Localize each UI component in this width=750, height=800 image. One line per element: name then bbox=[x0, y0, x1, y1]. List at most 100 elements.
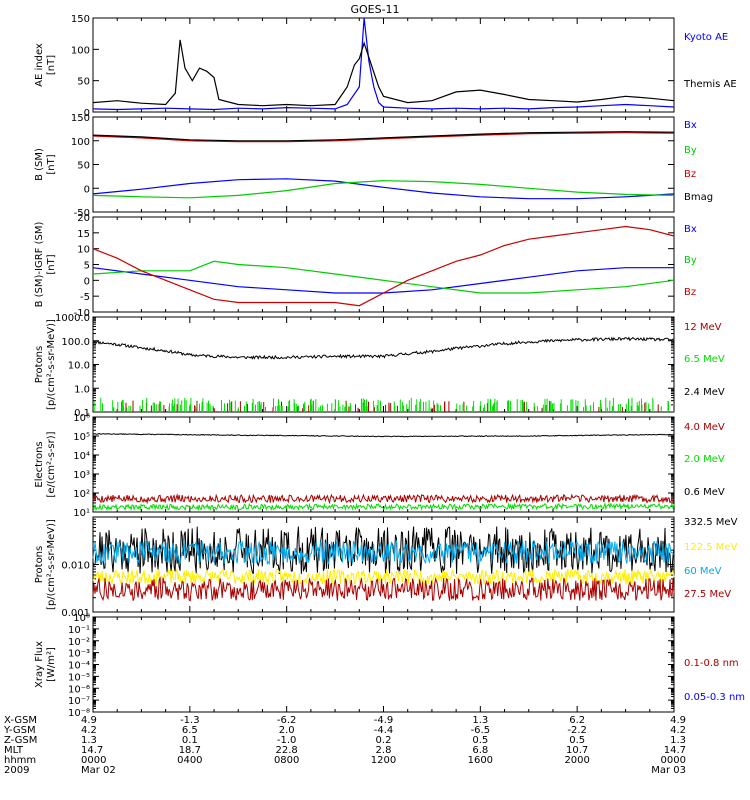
legend-entry: By bbox=[684, 255, 697, 266]
ephemeris-value: 0800 bbox=[274, 755, 299, 766]
ephemeris-value: 1.3 bbox=[472, 715, 488, 726]
y-tick-label: 10⁻¹ bbox=[68, 625, 90, 636]
series-by bbox=[92, 260, 675, 294]
ephemeris-value: 4.9 bbox=[81, 715, 97, 726]
legend-entry: Bx bbox=[684, 120, 697, 131]
legend-entry: 2.0 MeV bbox=[684, 454, 725, 465]
series-4-0-mev bbox=[92, 493, 675, 505]
series-6-5-mev bbox=[94, 397, 674, 412]
y-tick-label: 0.1 bbox=[74, 408, 90, 419]
legend-entry: 27.5 MeV bbox=[684, 589, 731, 600]
ephemeris-value: 1200 bbox=[371, 755, 396, 766]
ephemeris-value: 6.8 bbox=[472, 745, 488, 756]
y-tick-label: 5 bbox=[84, 261, 90, 272]
ephemeris-value: 18.7 bbox=[179, 745, 201, 756]
series-122-5-mev bbox=[92, 567, 675, 586]
y-tick-label: 0.001 bbox=[61, 608, 90, 619]
ephemeris-value: 2.8 bbox=[376, 745, 392, 756]
ephemeris-value: 1600 bbox=[468, 755, 493, 766]
ephemeris-row-label: X-GSM bbox=[4, 715, 37, 726]
ephemeris-value: 6.5 bbox=[182, 725, 198, 736]
y-tick-label: 15 bbox=[77, 229, 90, 240]
y-tick-label: 150 bbox=[71, 14, 90, 25]
y-tick-label: 10³ bbox=[73, 470, 90, 481]
y-axis-label: Xray Flux[W/m²] bbox=[34, 641, 57, 688]
ephemeris-value: 4.2 bbox=[670, 725, 686, 736]
panel-frame bbox=[92, 316, 675, 413]
y-axis-label: B (SM)[nT] bbox=[34, 148, 57, 181]
y-tick-label: 10¹ bbox=[73, 508, 90, 519]
series-bz bbox=[92, 132, 675, 143]
panel-3: -10 -5 0 5 10 15 20 B (SM)-IGRF (SM)[nT] Bx By Bz bbox=[34, 213, 697, 319]
legend-entry: By bbox=[684, 145, 697, 156]
series-kyoto-ae bbox=[92, 17, 675, 111]
ephemeris-value: -6.2 bbox=[277, 715, 297, 726]
panel-1: 0 50 100 150 AE index[nT] Kyoto AE Themis AE bbox=[34, 14, 737, 119]
ephemeris-value: 0.5 bbox=[569, 735, 585, 746]
series-27-5-mev bbox=[92, 576, 675, 602]
ephemeris-value: 2.0 bbox=[279, 725, 295, 736]
ephemeris-value: -4.9 bbox=[374, 715, 394, 726]
legend-entry: 4.0 MeV bbox=[684, 422, 725, 433]
y-tick-label: 10⁵ bbox=[73, 432, 90, 443]
ephemeris-value: 0000 bbox=[661, 755, 686, 766]
ephemeris-value: Mar 03 bbox=[651, 765, 686, 776]
legend-entry: Bx bbox=[684, 224, 697, 235]
series-2-4-mev bbox=[93, 336, 675, 360]
y-tick-label: 0.010 bbox=[61, 561, 90, 572]
y-tick-label: 1.0 bbox=[74, 384, 90, 395]
ephemeris-value: -2.2 bbox=[567, 725, 587, 736]
y-tick-label: 20 bbox=[77, 213, 90, 224]
ephemeris-value: 0.1 bbox=[182, 735, 198, 746]
panel-5: 10¹ 10² 10³ 10⁴ 10⁵ 10⁶ Electrons[e/(cm²-s-sr)… bbox=[34, 413, 725, 519]
ephemeris-value: 0.5 bbox=[472, 735, 488, 746]
ephemeris-value: 2000 bbox=[564, 755, 589, 766]
legend-entry: Bz bbox=[684, 169, 696, 180]
ephemeris-value: 10.7 bbox=[566, 745, 588, 756]
y-tick-label: 10⁻⁴ bbox=[68, 661, 90, 672]
y-tick-label: 10⁻⁵ bbox=[68, 672, 90, 683]
ephemeris-value: -1.0 bbox=[277, 735, 297, 746]
legend-entry: 2.4 MeV bbox=[684, 387, 725, 398]
y-tick-label: -10 bbox=[74, 308, 90, 319]
y-axis-label: Protons[p/(cm²-s-sr-MeV)] bbox=[34, 319, 57, 410]
y-tick-label: 10⁴ bbox=[73, 451, 90, 462]
panel-4: 0.1 1.0 10.0 100.0 1000.0Protons[p/(cm²-s-sr… bbox=[34, 313, 725, 419]
y-tick-label: 10.0 bbox=[68, 361, 90, 372]
series-bx bbox=[92, 178, 675, 200]
y-axis-label: B (SM)-IGRF (SM)[nT] bbox=[34, 222, 57, 308]
ephemeris-row-label: 2009 bbox=[4, 765, 29, 776]
ephemeris-value: -1.3 bbox=[180, 715, 200, 726]
series-bz bbox=[92, 225, 675, 307]
ephemeris-value: 1.3 bbox=[81, 735, 97, 746]
ephemeris-value: Mar 02 bbox=[81, 765, 116, 776]
ephemeris-value: -4.4 bbox=[374, 725, 394, 736]
ephemeris-value: 1.3 bbox=[670, 735, 686, 746]
series-332-5-mev bbox=[92, 526, 675, 575]
y-axis-label: Electrons[e/(cm²-s-sr)] bbox=[34, 431, 57, 497]
series-by bbox=[92, 180, 675, 199]
legend-entry: 332.5 MeV bbox=[684, 517, 738, 528]
panel-2: -50 0 50 100 150 B (SM)[nT] Bx By Bz Bmag bbox=[34, 113, 713, 219]
series-bmag bbox=[92, 131, 675, 142]
y-tick-label: 0 bbox=[84, 108, 90, 119]
legend-entry: 122.5 MeV bbox=[684, 542, 738, 553]
legend-entry: Themis AE bbox=[683, 79, 737, 90]
y-tick-label: 10⁰ bbox=[73, 613, 90, 624]
y-tick-label: 100 bbox=[71, 137, 90, 148]
y-tick-label: 1000.0 bbox=[55, 313, 90, 324]
y-tick-label: 10⁻⁶ bbox=[68, 684, 90, 695]
y-tick-label: -50 bbox=[74, 208, 90, 219]
series-themis-ae bbox=[92, 39, 675, 107]
legend-entry: 12 MeV bbox=[684, 322, 722, 333]
y-tick-label: 100.0 bbox=[61, 337, 90, 348]
y-tick-label: 10⁻⁷ bbox=[68, 696, 90, 707]
panel-frame bbox=[92, 616, 675, 713]
y-tick-label: 0 bbox=[84, 184, 90, 195]
panel-frame bbox=[92, 17, 675, 113]
legend-entry: 6.5 MeV bbox=[684, 354, 725, 365]
legend-entry: 60 MeV bbox=[684, 566, 722, 577]
y-tick-label: 10⁶ bbox=[73, 413, 90, 424]
legend-entry: 0.05-0.3 nm bbox=[684, 692, 745, 703]
